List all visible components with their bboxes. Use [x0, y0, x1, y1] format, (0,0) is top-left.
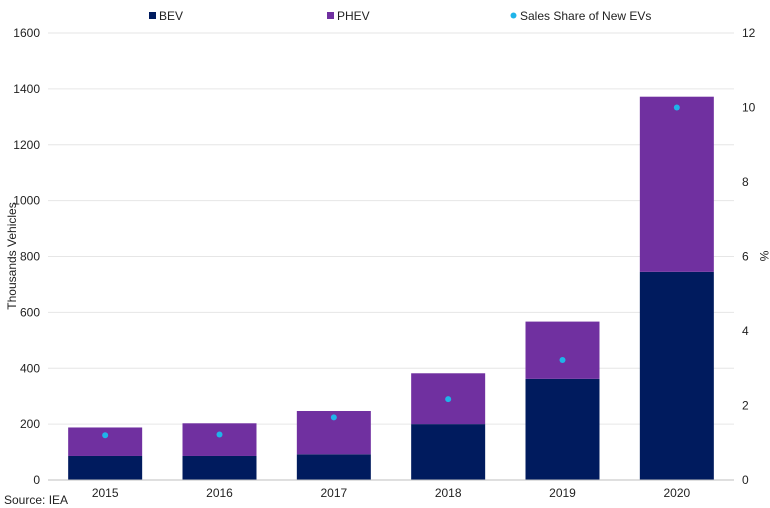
bar-bev-2017 [296, 454, 371, 480]
share-point-2015 [102, 432, 109, 439]
bars [68, 96, 714, 480]
bar-phev-2016 [182, 423, 257, 456]
share-point-2020 [673, 104, 680, 111]
share-point-2016 [216, 431, 223, 438]
gridlines [48, 32, 734, 425]
bar-bev-2020 [639, 271, 714, 480]
y-tick-label: 400 [20, 361, 40, 375]
y2-tick-label: 10 [742, 101, 756, 115]
legend-label: BEV [159, 9, 183, 23]
x-tick-label: 2016 [206, 486, 233, 500]
x-tick-label: 2020 [663, 486, 690, 500]
legend-swatch-phev [327, 12, 334, 19]
share-point-2017 [330, 414, 337, 421]
y-tick-label: 200 [20, 417, 40, 431]
share-points [102, 104, 680, 439]
bar-bev-2016 [182, 455, 257, 480]
bar-bev-2019 [525, 378, 600, 480]
source-note: Source: IEA [4, 493, 68, 507]
bar-bev-2015 [68, 455, 143, 480]
x-tick-label: 2015 [92, 486, 119, 500]
bar-phev-2020 [639, 96, 714, 272]
bar-phev-2019 [525, 321, 600, 379]
y2-tick-label: 8 [742, 175, 749, 189]
right-axis-ticks: 0 2 4 6 8 10 12 [742, 26, 756, 487]
y-tick-label: 1600 [13, 26, 40, 40]
y-tick-label: 1200 [13, 138, 40, 152]
share-point-2018 [445, 396, 452, 403]
y2-tick-label: 4 [742, 324, 749, 338]
legend-swatch-share [510, 12, 517, 19]
legend-label: PHEV [337, 9, 370, 23]
x-tick-label: 2019 [549, 486, 576, 500]
y-tick-label: 1400 [13, 82, 40, 96]
y2-tick-label: 6 [742, 250, 749, 264]
y-tick-label: 600 [20, 305, 40, 319]
bar-phev-2015 [68, 427, 143, 456]
bar-bev-2018 [411, 424, 486, 480]
y-axis-title: Thousands Vehicles [5, 202, 19, 309]
y2-tick-label: 12 [742, 26, 756, 40]
x-axis-ticks: 2015 2016 2017 2018 2019 2020 [92, 486, 691, 500]
y2-axis-title: % [757, 251, 770, 262]
y2-tick-label: 0 [742, 473, 749, 487]
legend-swatch-bev [149, 12, 156, 19]
y-tick-label: 800 [20, 250, 40, 264]
x-tick-label: 2018 [435, 486, 462, 500]
legend-label: Sales Share of New EVs [520, 9, 651, 23]
legend: BEV PHEV Sales Share of New EVs [149, 9, 651, 23]
y2-tick-label: 2 [742, 399, 749, 413]
share-point-2019 [559, 357, 566, 364]
left-axis-ticks: 0 200 400 600 800 1000 1200 1400 1600 [13, 26, 40, 487]
y-tick-label: 1000 [13, 194, 40, 208]
y-tick-label: 0 [33, 473, 40, 487]
x-tick-label: 2017 [320, 486, 347, 500]
